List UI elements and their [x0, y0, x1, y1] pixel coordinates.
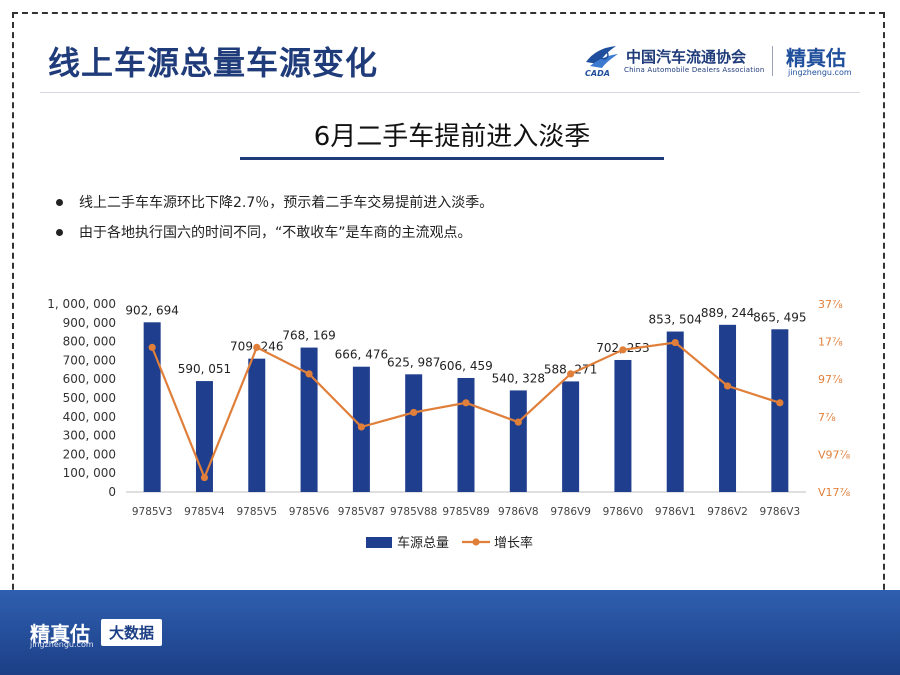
growth-rate-point	[305, 370, 313, 378]
x-tick-label: 9785V89	[442, 506, 489, 518]
bullet-item: 由于各地执行国六的时间不同，“不敢收车”是车商的主流观点。	[56, 222, 472, 242]
growth-rate-point	[148, 343, 156, 351]
y2-tick-label: V17⅞	[818, 486, 851, 499]
footer-badge: 大数据	[101, 619, 163, 646]
x-tick-label: 9785V87	[338, 506, 385, 518]
y-tick-label: 600, 000	[63, 372, 116, 386]
bar-value-label: 889, 244	[701, 306, 754, 320]
page-title: 线上车源总量车源变化	[48, 44, 379, 82]
y-tick-label: 400, 000	[63, 410, 116, 424]
bar-value-label: 606, 459	[439, 359, 492, 373]
growth-rate-point	[567, 370, 575, 378]
y-tick-label: 300, 000	[63, 429, 116, 443]
footer-url: jingzhengu.com	[30, 640, 94, 649]
bar-value-label: 540, 328	[492, 371, 545, 385]
y-tick-label: 1, 000, 000	[47, 297, 116, 311]
growth-rate-point	[723, 382, 732, 390]
x-tick-label: 9786V9	[550, 506, 591, 518]
bar	[719, 324, 737, 492]
growth-rate-point	[253, 343, 261, 351]
x-tick-label: 9786V1	[655, 506, 696, 518]
growth-rate-point	[357, 423, 365, 431]
bar-value-label: 590, 051	[178, 362, 231, 376]
growth-rate-point	[410, 408, 418, 417]
bar	[509, 390, 527, 492]
slide-subtitle: 6月二手车提前进入淡季	[313, 122, 591, 152]
y-tick-label: 800, 000	[63, 335, 116, 349]
bar-value-label: 588, 271	[544, 362, 597, 376]
y2-tick-label: 97⅞	[818, 373, 843, 386]
bullet-text: 由于各地执行国六的时间不同，“不敢收车”是车商的主流观点。	[79, 225, 472, 241]
bar-value-label: 625, 987	[387, 355, 440, 369]
y-tick-label: 500, 000	[63, 391, 116, 405]
bar	[405, 374, 423, 492]
header-divider	[40, 92, 860, 93]
bar	[666, 331, 684, 492]
legend-bar-label: 车源总量	[397, 535, 449, 551]
y2-tick-label: 17⅞	[818, 336, 843, 349]
y-tick-label: 200, 000	[63, 447, 116, 461]
bar	[457, 377, 475, 492]
y-tick-label: 900, 000	[63, 316, 116, 330]
x-tick-label: 9785V5	[236, 506, 277, 518]
bullet-dot-icon	[56, 198, 63, 206]
y-tick-label: 0	[108, 485, 116, 499]
bar-value-label: 902, 694	[125, 303, 178, 317]
logo-divider	[772, 46, 773, 76]
bullet-text: 线上二手车车源环比下降2.7％，预示着二手车交易提前进入淡季。	[79, 195, 494, 211]
brand-url: jingzhengu.com	[788, 68, 852, 77]
listings-chart: 0 100, 000 200, 000 300, 000 400, 000 500, 00…	[47, 297, 851, 551]
cada-logo-icon: CADA	[585, 46, 618, 78]
bar	[562, 381, 580, 492]
bar	[143, 322, 161, 492]
bullet-dot-icon	[56, 228, 63, 236]
x-tick-label: 9786V8	[498, 506, 539, 518]
bar-value-label: 865, 495	[753, 310, 806, 324]
y-tick-label: 100, 000	[63, 466, 116, 480]
subtitle-underline	[240, 157, 664, 160]
bar	[300, 347, 318, 492]
legend-bar-swatch	[366, 537, 392, 548]
footer-brand: 精真估	[30, 622, 90, 646]
association-name: 中国汽车流通协会	[626, 48, 747, 66]
association-name-en: China Automobile Dealers Association	[624, 66, 765, 74]
growth-rate-point	[462, 399, 470, 407]
x-tick-label: 9785V4	[184, 506, 225, 518]
growth-rate-point	[619, 346, 627, 354]
x-tick-label: 9786V0	[603, 506, 644, 518]
y2-tick-label: 7⅞	[818, 411, 836, 424]
cada-logo-mark: CADA	[585, 69, 610, 78]
y-tick-label: 700, 000	[63, 353, 116, 367]
legend-line-marker	[472, 538, 480, 546]
growth-rate-point	[514, 418, 522, 426]
bar	[614, 359, 632, 492]
x-tick-label: 9785V88	[390, 506, 437, 518]
bar	[248, 358, 266, 492]
bar-value-label: 853, 504	[649, 313, 702, 327]
bar-value-label: 666, 476	[335, 348, 388, 362]
y2-tick-label: 37⅞	[818, 298, 843, 311]
brand-logo: 精真估	[786, 46, 846, 70]
legend-line-label: 增长率	[494, 535, 533, 551]
x-tick-label: 9785V6	[289, 506, 330, 518]
growth-rate-point	[776, 399, 784, 407]
x-tick-label: 9785V3	[132, 506, 173, 518]
growth-rate-point	[671, 338, 679, 347]
y2-tick-label: V97⅞	[818, 448, 851, 461]
growth-rate-point	[200, 473, 209, 482]
x-tick-label: 9786V2	[707, 506, 748, 518]
bullet-item: 线上二手车车源环比下降2.7％，预示着二手车交易提前进入淡季。	[56, 192, 493, 212]
bar-value-label: 768, 169	[282, 329, 335, 343]
bar	[771, 329, 789, 492]
x-tick-label: 9786V3	[760, 506, 801, 518]
